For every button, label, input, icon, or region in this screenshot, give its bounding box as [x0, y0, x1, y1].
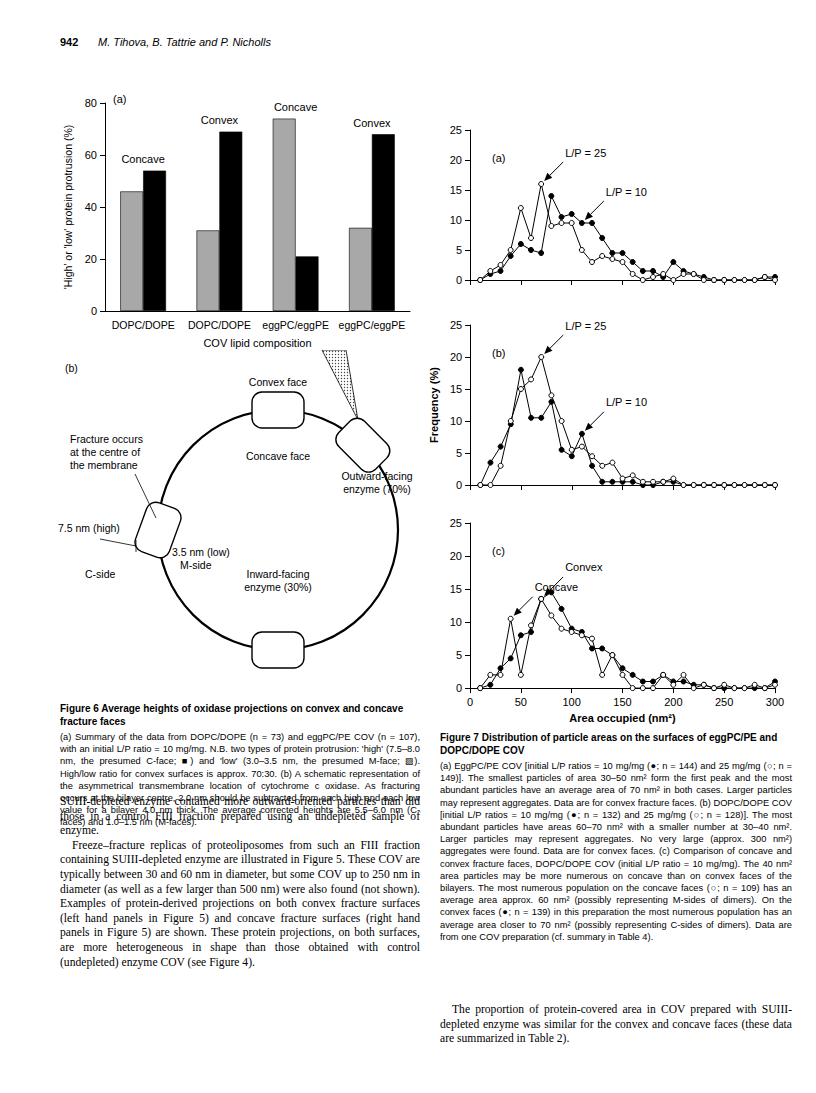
- html-text:M. Tihova, B. Tattrie and P. N: M. Tihova, B. Tattrie and P. Nicholls: [98, 36, 271, 48]
- svg-text:25: 25: [450, 124, 462, 136]
- svg-text:(b): (b): [65, 362, 78, 374]
- svg-text:0: 0: [456, 274, 462, 286]
- svg-text:(c): (c): [492, 545, 505, 557]
- svg-text:Concave: Concave: [535, 581, 578, 593]
- svg-text:COV lipid composition: COV lipid composition: [203, 337, 311, 349]
- svg-text:the membrane: the membrane: [70, 459, 138, 471]
- svg-text:200: 200: [664, 696, 682, 708]
- svg-text:10: 10: [450, 214, 462, 226]
- svg-text:3.5 nm (low): 3.5 nm (low): [172, 546, 230, 558]
- svg-text:25: 25: [450, 319, 462, 331]
- svg-text:150: 150: [613, 696, 631, 708]
- svg-text:0: 0: [456, 479, 462, 491]
- svg-text:Convex face: Convex face: [249, 376, 308, 388]
- svg-text:L/P = 10: L/P = 10: [606, 396, 647, 408]
- svg-text:DOPC/DOPE: DOPC/DOPE: [188, 319, 251, 331]
- svg-text:Convex: Convex: [201, 114, 239, 126]
- svg-text:100: 100: [562, 696, 580, 708]
- svg-text:300: 300: [766, 696, 784, 708]
- svg-text:5: 5: [456, 244, 462, 256]
- svg-text:Fracture occurs: Fracture occurs: [70, 433, 143, 445]
- svg-text:(a): (a): [492, 152, 505, 164]
- svg-text:DOPC/DOPE: DOPC/DOPE: [112, 319, 175, 331]
- svg-text:0: 0: [467, 696, 473, 708]
- svg-text:25: 25: [450, 517, 462, 529]
- svg-text:20: 20: [85, 253, 97, 265]
- svg-text:50: 50: [515, 696, 527, 708]
- svg-text:Area occupied (nm²): Area occupied (nm²): [569, 712, 676, 724]
- svg-text:250: 250: [715, 696, 733, 708]
- svg-text:7.5 nm (high): 7.5 nm (high): [58, 522, 120, 534]
- svg-text:5: 5: [456, 649, 462, 661]
- svg-text:L/P = 10: L/P = 10: [606, 186, 647, 198]
- svg-text:at the centre of: at the centre of: [70, 446, 140, 458]
- svg-text:80: 80: [85, 97, 97, 109]
- svg-text:Frequency (%): Frequency (%): [428, 367, 440, 443]
- svg-text:60: 60: [85, 149, 97, 161]
- svg-text:20: 20: [450, 550, 462, 562]
- svg-text:Outward-facing: Outward-facing: [341, 470, 412, 482]
- html-text:(a) EggPC/PE COV [initial L/P: (a) EggPC/PE COV [initial L/P ratios = 1…: [440, 761, 792, 942]
- svg-text:eggPC/eggPE: eggPC/eggPE: [339, 319, 406, 331]
- svg-text:10: 10: [450, 616, 462, 628]
- svg-text:0: 0: [456, 682, 462, 694]
- svg-text:20: 20: [450, 351, 462, 363]
- svg-text:enzyme (30%): enzyme (30%): [244, 581, 312, 593]
- html-text:The proportion of protein-cove: The proportion of protein-covered area i…: [440, 1003, 792, 1046]
- svg-text:15: 15: [450, 184, 462, 196]
- svg-text:Inward-facing: Inward-facing: [246, 568, 309, 580]
- svg-text:(a): (a): [113, 93, 126, 105]
- svg-text:Concave: Concave: [121, 153, 164, 165]
- html-text:SUIII-depleted enzyme containe: SUIII-depleted enzyme contained more out…: [60, 795, 420, 838]
- svg-text:Convex: Convex: [353, 117, 391, 129]
- svg-text:(b): (b): [492, 347, 505, 359]
- svg-text:Convex: Convex: [565, 561, 603, 573]
- svg-text:L/P = 25: L/P = 25: [565, 147, 606, 159]
- html-text:Freeze–fracture replicas of pr: Freeze–fracture replicas of proteoliposo…: [60, 838, 420, 969]
- svg-text:Concave face: Concave face: [246, 450, 310, 462]
- svg-text:0: 0: [91, 305, 97, 317]
- svg-text:15: 15: [450, 583, 462, 595]
- svg-text:15: 15: [450, 383, 462, 395]
- svg-text:'High' or 'low' protein protru: 'High' or 'low' protein protrusion (%): [62, 125, 74, 289]
- svg-text:eggPC/eggPE: eggPC/eggPE: [262, 319, 329, 331]
- svg-text:5: 5: [456, 447, 462, 459]
- svg-text:M-side: M-side: [180, 559, 212, 571]
- svg-text:Concave: Concave: [274, 101, 317, 113]
- html-text:942: 942: [60, 36, 79, 48]
- svg-text:enzyme (70%): enzyme (70%): [343, 483, 411, 495]
- html-text:Figure 6 Average heights of ox: Figure 6 Average heights of oxidase proj…: [60, 703, 404, 727]
- html-text:(a) Summary of the data from D: (a) Summary of the data from DOPC/DOPE (…: [60, 732, 420, 828]
- svg-text:L/P = 25: L/P = 25: [565, 320, 606, 332]
- svg-text:40: 40: [85, 201, 97, 213]
- svg-text:C-side: C-side: [85, 568, 116, 580]
- svg-text:10: 10: [450, 415, 462, 427]
- html-text:Figure 7 Distribution of parti: Figure 7 Distribution of particle areas …: [440, 732, 778, 756]
- svg-text:20: 20: [450, 154, 462, 166]
